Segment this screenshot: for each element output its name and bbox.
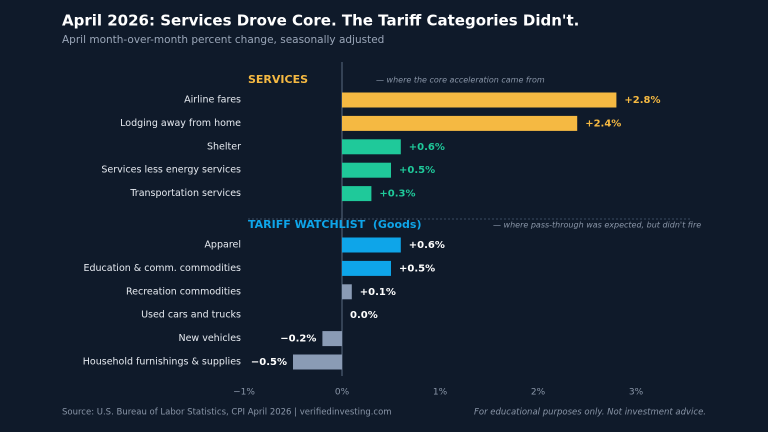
chart-title: April 2026: Services Drove Core. The Tar… (62, 12, 579, 30)
x-tick-label: 3% (629, 388, 644, 398)
group-note: — where the core acceleration came from (376, 76, 545, 85)
disclaimer: For educational purposes only. Not inves… (474, 408, 706, 418)
category-label: Household furnishings & supplies (83, 357, 241, 368)
source: Source: U.S. Bureau of Labor Statistics,… (62, 408, 392, 418)
category-label: Lodging away from home (120, 118, 241, 129)
value-label: +0.1% (360, 287, 396, 298)
value-label: −0.5% (251, 357, 287, 368)
value-label: +0.5% (399, 263, 435, 274)
category-label: Airline fares (184, 95, 241, 106)
category-label: Recreation commodities (126, 286, 241, 297)
bar (342, 284, 352, 300)
chart-subtitle: April month-over-month percent change, s… (62, 34, 384, 46)
category-label: Transportation services (129, 188, 241, 199)
group-title: SERVICES (248, 73, 308, 86)
category-label: Services less energy services (101, 165, 241, 176)
x-tick-label: 1% (433, 388, 448, 398)
group-title: TARIFF WATCHLIST (Goods) (248, 218, 421, 231)
category-label: Apparel (204, 240, 241, 251)
value-label: +0.6% (409, 142, 445, 153)
bar (342, 115, 578, 131)
category-label: Used cars and trucks (141, 310, 241, 321)
x-tick-label: 0% (335, 388, 350, 398)
category-label: Shelter (207, 141, 241, 152)
bar (342, 92, 617, 108)
bar (342, 260, 391, 276)
x-tick-label: −1% (233, 388, 255, 398)
value-label: +0.3% (379, 189, 415, 200)
group-note: — where pass-through was expected, but d… (493, 221, 701, 230)
category-label: Education & comm. commodities (83, 263, 241, 274)
x-tick-label: 2% (531, 388, 546, 398)
bar (322, 331, 342, 347)
bar (342, 186, 372, 202)
bar (293, 354, 342, 370)
bar (342, 237, 401, 253)
value-label: +2.8% (624, 95, 660, 106)
bar (342, 139, 401, 155)
value-label: −0.2% (280, 334, 316, 345)
value-label: +0.6% (409, 240, 445, 251)
bar (342, 162, 391, 178)
category-label: New vehicles (178, 333, 241, 344)
value-label: +0.5% (399, 165, 435, 176)
value-label: +2.4% (585, 118, 621, 129)
value-label: 0.0% (350, 310, 378, 321)
